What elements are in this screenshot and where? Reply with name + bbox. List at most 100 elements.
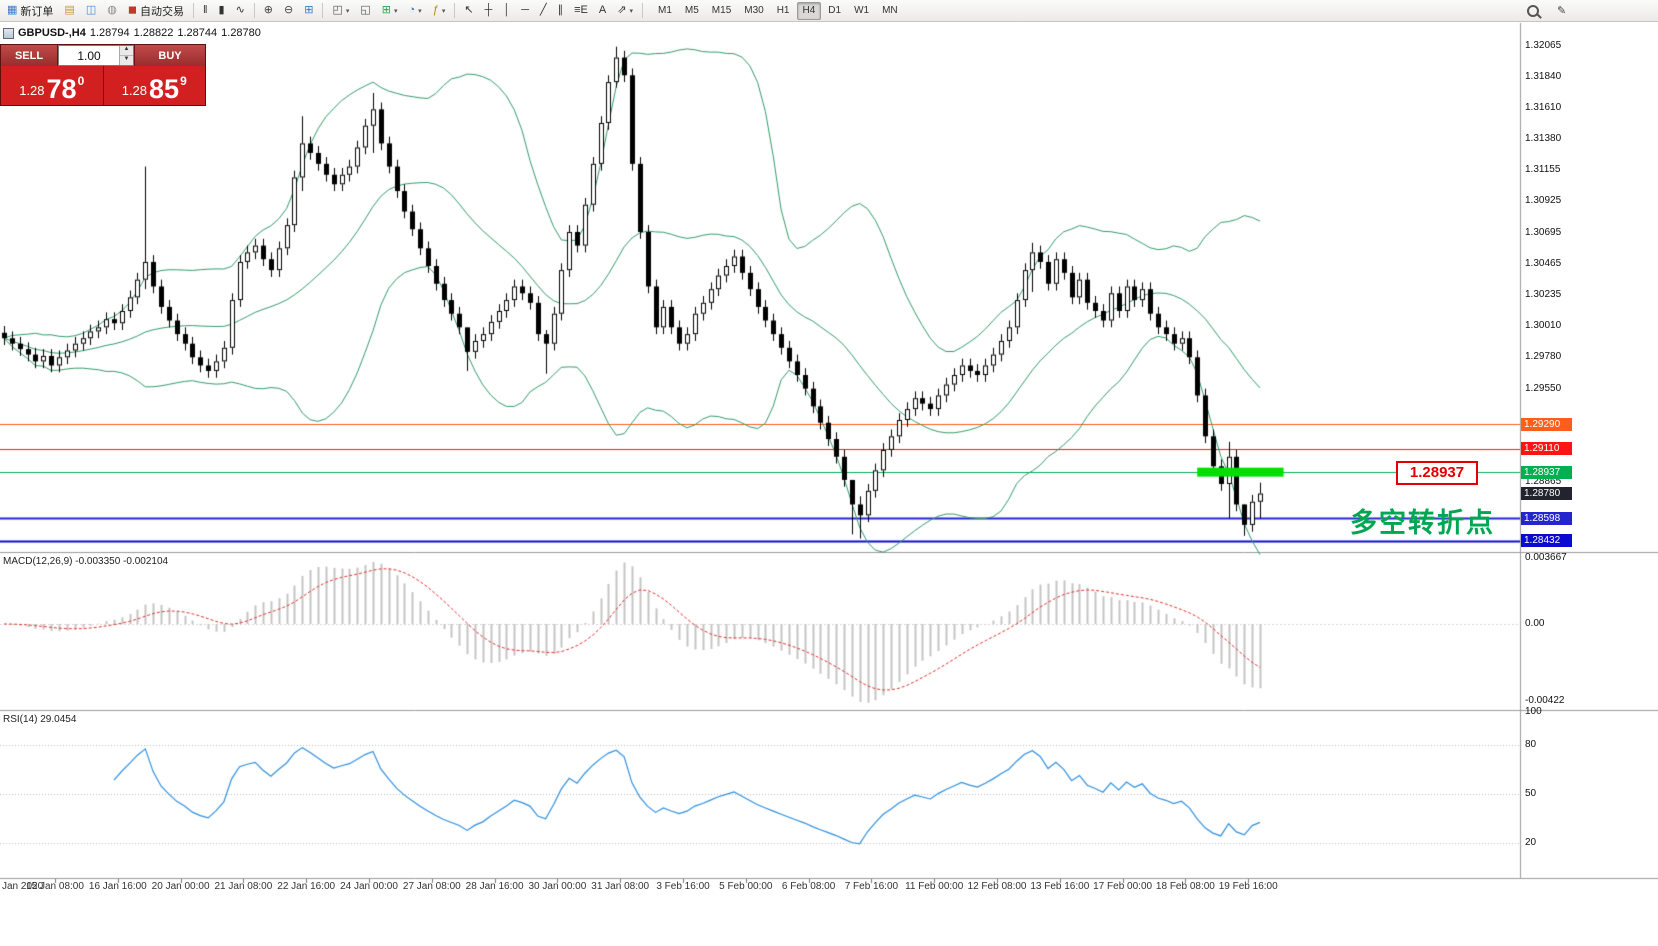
templates-button[interactable]: ◰ ▾ bbox=[327, 1, 354, 21]
vertical-line-tool-button[interactable]: │ bbox=[498, 1, 515, 21]
ohlc-low: 1.28744 bbox=[177, 27, 218, 39]
level-callout[interactable]: 1.28937 bbox=[1396, 461, 1478, 485]
bar-chart-button[interactable]: ‖ bbox=[198, 1, 213, 21]
cursor-tool-button[interactable]: ↖ bbox=[459, 1, 478, 21]
buy-price-big: 85 bbox=[149, 74, 180, 104]
timeframe-w1-button[interactable]: W1 bbox=[854, 5, 870, 16]
toolbar-buttons: ▦ 新订单 ▤ ◫ ◍ ◼ 自动交易 ‖ ▮ ∿ ⊕ ⊖ ⊞ ◰ ▾ ◱ ⊞ ▾ ◔ ▾ ƒ ▾ ↖ ┼ │ ─ ╱ ∥ ≡E A ⇗ ▾ bbox=[2, 1, 646, 21]
rsi-axis-label: 50 bbox=[1525, 788, 1537, 799]
time-axis-label: 31 Jan 08:00 bbox=[591, 881, 650, 892]
terminal-button[interactable]: ◍ bbox=[102, 1, 122, 21]
trendline-tool-button[interactable]: ╱ bbox=[535, 1, 552, 21]
zoom-out-icon: ⊖ bbox=[284, 4, 294, 16]
caret-down-icon: ▾ bbox=[345, 7, 350, 15]
text-tool-icon: A bbox=[598, 4, 607, 16]
search-button[interactable] bbox=[1522, 1, 1544, 21]
edit-button[interactable]: ✎ bbox=[1552, 1, 1571, 21]
text-tool-button[interactable]: A bbox=[594, 1, 611, 21]
axis-price-badge: 1.28937 bbox=[1521, 465, 1572, 479]
caret-down-icon: ▾ bbox=[441, 7, 446, 15]
horizontal-line-tool-button[interactable]: ─ bbox=[516, 1, 534, 21]
rsi-axis-label: 80 bbox=[1525, 738, 1537, 750]
time-axis-label: 30 Jan 00:00 bbox=[528, 881, 587, 892]
macd-axis-label: -0.00422 bbox=[1525, 694, 1565, 706]
buy-button[interactable]: BUY bbox=[134, 45, 205, 66]
tile-windows-icon: ⊞ bbox=[304, 4, 314, 16]
candlestick-chart-icon: ▮ bbox=[218, 4, 225, 16]
chart-title: GBPUSD-,H4 1.28794 1.28822 1.28744 1.287… bbox=[3, 27, 261, 39]
time-axis-label: 17 Feb 00:00 bbox=[1093, 881, 1153, 892]
line-chart-button[interactable]: ∿ bbox=[231, 1, 250, 21]
terminal-icon: ◍ bbox=[107, 4, 117, 16]
price-axis-label: 1.32065 bbox=[1525, 40, 1562, 51]
indicators-icon: ƒ bbox=[432, 4, 439, 16]
candlestick-chart-button[interactable]: ▮ bbox=[214, 1, 230, 21]
price-axis-label: 1.31380 bbox=[1525, 133, 1562, 145]
toolbar-separator bbox=[192, 3, 194, 18]
timeframe-m15-button[interactable]: M15 bbox=[711, 5, 732, 16]
timeframe-m5-button[interactable]: M5 bbox=[684, 5, 699, 16]
new-chart-button[interactable]: ⊞ ▾ bbox=[377, 1, 403, 21]
time-axis-label: 6 Feb 08:00 bbox=[781, 881, 836, 892]
volume-stepper: ▲ ▼ bbox=[119, 46, 133, 65]
zoom-in-button[interactable]: ⊕ bbox=[259, 1, 278, 21]
indicators-button[interactable]: ƒ ▾ bbox=[428, 1, 451, 21]
toolbar: ▦ 新订单 ▤ ◫ ◍ ◼ 自动交易 ‖ ▮ ∿ ⊕ ⊖ ⊞ ◰ ▾ ◱ ⊞ ▾ ◔ ▾ ƒ ▾ ↖ ┼ │ ─ ╱ ∥ ≡E A ⇗ ▾ M… bbox=[0, 0, 1658, 22]
sell-price-sup: 0 bbox=[77, 74, 85, 88]
volume-decrease-button[interactable]: ▼ bbox=[120, 56, 133, 65]
turning-point-annotation[interactable]: 多空转折点 bbox=[1350, 508, 1495, 538]
new-order-button[interactable]: ▦ 新订单 bbox=[2, 1, 58, 21]
sell-price-big: 78 bbox=[46, 74, 77, 104]
time-axis-label: 7 Feb 16:00 bbox=[844, 881, 899, 892]
tile-windows-button[interactable]: ⊞ bbox=[299, 1, 318, 21]
fibonacci-tool-icon: ≡E bbox=[574, 4, 588, 16]
horizontal-line-tool-icon: ─ bbox=[521, 4, 530, 16]
chart-profile-button[interactable]: ▤ bbox=[59, 1, 79, 21]
timeframe-h1-button[interactable]: H1 bbox=[776, 5, 790, 16]
price-axis-label: 1.30695 bbox=[1525, 226, 1562, 238]
toolbar-right-group: ✎ bbox=[1522, 0, 1571, 22]
time-axis-label: 27 Jan 08:00 bbox=[402, 881, 461, 892]
price-axis-label: 1.31840 bbox=[1525, 70, 1562, 82]
crosshair-tool-button[interactable]: ┼ bbox=[480, 1, 498, 21]
volume-increase-button[interactable]: ▲ bbox=[120, 46, 133, 56]
channel-tool-button[interactable]: ∥ bbox=[553, 1, 569, 21]
sell-price[interactable]: 1.28 78 0 bbox=[1, 66, 104, 105]
templates-icon: ◰ bbox=[332, 4, 343, 16]
fibonacci-tool-button[interactable]: ≡E bbox=[569, 1, 593, 21]
time-axis-label: 22 Jan 16:00 bbox=[277, 881, 336, 892]
buy-price[interactable]: 1.28 85 9 bbox=[103, 66, 205, 105]
time-axis-label: 3 Feb 16:00 bbox=[656, 881, 710, 892]
macd-indicator-label: MACD(12,26,9) -0.003350 -0.002104 bbox=[3, 556, 169, 567]
autotrading-icon: ◼ bbox=[127, 4, 137, 16]
refresh-button[interactable]: ◔ ▾ bbox=[404, 1, 427, 21]
sell-button[interactable]: SELL bbox=[1, 45, 58, 66]
ohlc-high: 1.28822 bbox=[133, 27, 174, 39]
autotrading-button[interactable]: ◼ 自动交易 bbox=[123, 1, 189, 21]
timeframe-m1-button[interactable]: M1 bbox=[657, 5, 672, 16]
time-axis-label: 28 Jan 16:00 bbox=[465, 881, 524, 892]
zoom-out-button[interactable]: ⊖ bbox=[279, 1, 298, 21]
volume-box: ▲ ▼ bbox=[58, 45, 134, 66]
edit-icon: ✎ bbox=[1557, 4, 1567, 17]
vertical-line-tool-icon: │ bbox=[503, 4, 511, 16]
trendline-tool-icon: ╱ bbox=[540, 4, 547, 16]
macd-axis-label: 0.003667 bbox=[1525, 551, 1567, 563]
timeframe-m30-button[interactable]: M30 bbox=[744, 5, 764, 16]
volume-input[interactable] bbox=[59, 46, 119, 65]
toolbar-separator bbox=[454, 3, 456, 18]
axis-price-badge: 1.29110 bbox=[1521, 442, 1572, 456]
rsi-axis-label: 100 bbox=[1525, 706, 1542, 717]
price-axis-label: 1.29550 bbox=[1525, 382, 1562, 394]
profiles-button[interactable]: ◱ bbox=[355, 1, 375, 21]
caret-down-icon: ▾ bbox=[629, 7, 633, 15]
market-watch-button[interactable]: ◫ bbox=[81, 1, 101, 21]
timeframe-d1-button[interactable]: D1 bbox=[828, 5, 842, 16]
toolbar-separator bbox=[253, 3, 255, 18]
timeframe-h4-button[interactable]: H4 bbox=[796, 1, 822, 20]
timeframe-mn-button[interactable]: MN bbox=[882, 5, 898, 16]
arrows-tool-button[interactable]: ⇗ ▾ bbox=[612, 1, 638, 21]
channel-tool-icon: ∥ bbox=[557, 4, 564, 16]
zoom-in-icon: ⊕ bbox=[263, 4, 274, 16]
